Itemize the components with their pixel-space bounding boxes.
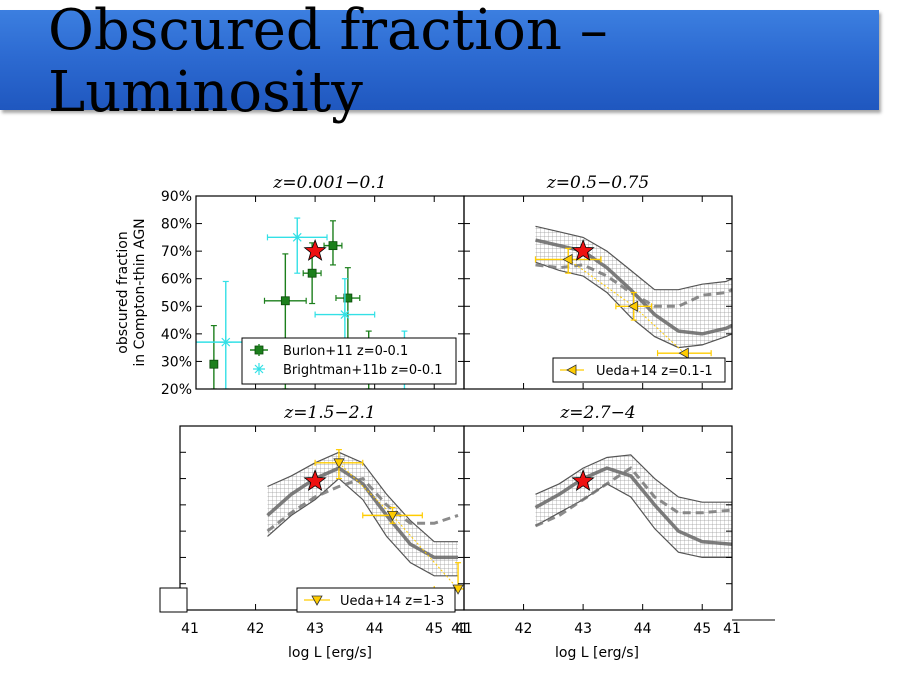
x-tick-label: 41 [181, 621, 199, 637]
title-bar [0, 10, 879, 110]
series-square [209, 220, 374, 389]
model-band-upper [535, 454, 732, 503]
panel-top-left: z=0.001−0.1 20% 30% 40% 50% 60% 70% 80% 90% obscu… [115, 173, 465, 398]
ueda-marker [333, 458, 345, 469]
brightman-marker [253, 363, 265, 375]
panel-top-right: z=0.5−0.75 [463, 173, 733, 390]
brightman-marker [291, 231, 304, 244]
y-tick-label: 60% [161, 272, 192, 288]
x-tick-label: 45 [425, 621, 443, 637]
y-tick-label: 90% [161, 189, 192, 205]
panel-title: z=0.001−0.1 [272, 173, 386, 193]
burlon-marker [307, 268, 317, 278]
legend-label-ueda-low: Ueda+14 z=0.1-1 [596, 364, 713, 379]
panel-frame [179, 425, 465, 611]
slide-title: Obscured fraction – Luminosity [48, 0, 608, 124]
y-tick-label: 30% [161, 354, 192, 370]
brightman-marker [219, 336, 232, 349]
title-line-1: Obscured fraction – [48, 0, 608, 63]
x-tick-label: 43 [306, 621, 324, 637]
x-tick-label: 41 [723, 621, 741, 637]
series-bigstar [571, 238, 595, 261]
series-triangle-left [534, 247, 712, 359]
burlon-marker [209, 359, 219, 369]
y-tick-label: 20% [161, 382, 192, 398]
x-tick-label: 42 [247, 621, 265, 637]
x-tick-label: 42 [515, 621, 533, 637]
plot-area [534, 454, 732, 558]
ueda-connector [338, 462, 459, 590]
panel-bottom-left: z=1.5−2.1 41 42 43 44 45 41 log L [erg/s] [179, 403, 473, 661]
x-tick-label: 41 [455, 621, 473, 637]
x-tick-label: 41 [451, 621, 469, 637]
burlon-marker [343, 293, 353, 303]
y-axis-label-2: in Compton-thin AGN [132, 218, 148, 366]
panel-frame [463, 195, 733, 390]
ueda-marker [311, 595, 323, 606]
x-axis-label: log L [erg/s] [288, 645, 372, 661]
legend-label-burlon: Burlon+11 z=0-0.1 [283, 344, 408, 359]
y-tick-label: 40% [161, 327, 192, 343]
x-tick-label: 44 [366, 621, 384, 637]
legend-box-fragment [159, 587, 188, 613]
ueda-marker [386, 510, 399, 522]
burlon-marker [328, 241, 338, 251]
panel-title: z=0.5−0.75 [546, 173, 649, 193]
ueda-marker [562, 253, 573, 266]
x-tick-label: 43 [574, 621, 592, 637]
series-bigstar [303, 469, 327, 492]
model-band-lower [267, 477, 458, 577]
legends: Burlon+11 z=0-0.1 Brightman+11b z=0-0.1 Ue… [159, 337, 775, 621]
y-tick-label: 70% [161, 244, 192, 260]
title-line-2: Luminosity [48, 60, 363, 125]
plot-area [266, 449, 464, 595]
panel-title: z=2.7−4 [559, 403, 635, 423]
panel-bottom-right: z=2.7−4 41 42 43 44 45 41 log L [erg/s] [451, 403, 741, 661]
ueda-marker [627, 300, 639, 312]
model-dashed-line [534, 466, 732, 528]
burlon-marker [280, 296, 290, 306]
red-star-marker [571, 238, 595, 261]
ueda-marker [566, 364, 577, 376]
model-band-upper [535, 225, 732, 291]
legend-box [241, 337, 457, 385]
model-median-line [534, 466, 732, 547]
red-star-marker [303, 238, 327, 261]
y-tick-label: 50% [161, 299, 192, 315]
ueda-marker [452, 584, 464, 595]
red-star-marker [571, 469, 595, 492]
model-dashed-line [266, 476, 459, 533]
panel-frame [463, 425, 733, 611]
series-bigstar [571, 469, 595, 492]
plot-area [534, 225, 732, 359]
legend-label-ueda-high: Ueda+14 z=1-3 [340, 594, 444, 609]
y-tick-label: 80% [161, 217, 192, 233]
y-axis-label: obscured fraction [115, 231, 131, 354]
ueda-marker [678, 347, 689, 359]
series-bigstar [303, 238, 327, 261]
model-band-lower [535, 483, 732, 558]
panel-title: z=1.5−2.1 [283, 403, 376, 423]
x-tick-label: 44 [634, 621, 652, 637]
x-tick-label: 45 [693, 621, 711, 637]
brightman-marker [338, 308, 351, 321]
red-star-marker [303, 469, 327, 492]
legend-label-brightman: Brightman+11b z=0-0.1 [283, 363, 443, 378]
model-band [535, 226, 732, 348]
series-triangle-down [314, 449, 464, 595]
x-axis-label: log L [erg/s] [555, 645, 639, 661]
